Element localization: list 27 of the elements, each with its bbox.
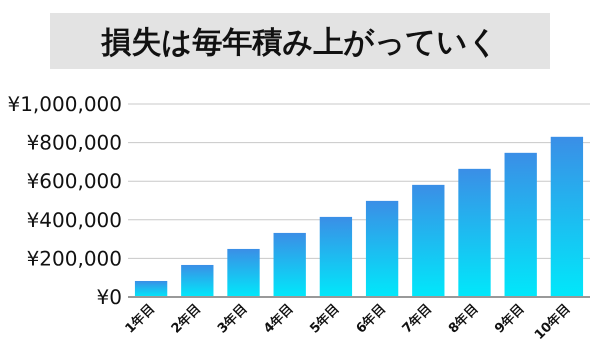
x-tick-label: 6年目 bbox=[354, 301, 389, 337]
x-tick-label: 5年目 bbox=[307, 301, 343, 337]
bar bbox=[181, 264, 214, 297]
x-tick-label: 10年目 bbox=[532, 301, 574, 344]
bar bbox=[134, 280, 168, 297]
y-tick-label: ¥1,000,000 bbox=[7, 92, 122, 116]
x-tick-label: 3年目 bbox=[214, 301, 250, 337]
chart-title: 損失は毎年積み上がっていく bbox=[100, 25, 498, 60]
y-tick-label: ¥400,000 bbox=[26, 208, 122, 232]
x-tick-label: 7年目 bbox=[400, 301, 436, 337]
x-tick-label: 1年目 bbox=[122, 301, 158, 337]
bar bbox=[320, 216, 352, 297]
bar bbox=[458, 168, 491, 297]
y-tick-label: ¥600,000 bbox=[26, 169, 122, 194]
x-tick-label: 8年目 bbox=[446, 301, 482, 337]
bar bbox=[550, 136, 584, 297]
bar bbox=[412, 184, 444, 297]
x-tick-label: 4年目 bbox=[261, 301, 297, 337]
bar bbox=[227, 248, 260, 297]
bar bbox=[366, 200, 398, 297]
x-tick-label: 2年目 bbox=[168, 301, 204, 337]
bar bbox=[504, 152, 537, 297]
y-tick-label: ¥0 bbox=[96, 285, 122, 309]
y-tick-label: ¥200,000 bbox=[26, 246, 122, 270]
bar bbox=[274, 232, 306, 297]
y-tick-label: ¥800,000 bbox=[26, 130, 122, 155]
x-tick-label: 9年目 bbox=[492, 301, 528, 337]
